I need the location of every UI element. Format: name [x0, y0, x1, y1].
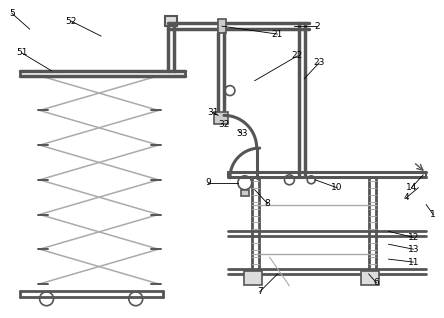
Text: 31: 31 [207, 108, 219, 117]
Text: 9: 9 [205, 178, 211, 187]
Text: 51: 51 [16, 48, 28, 58]
Bar [361, 271, 379, 285]
Text: 13: 13 [408, 245, 419, 254]
Text: 2: 2 [314, 22, 320, 31]
Text: 12: 12 [408, 233, 419, 242]
Bar [166, 16, 178, 26]
Bar [244, 271, 262, 285]
Text: 22: 22 [292, 52, 303, 60]
Text: 21: 21 [272, 30, 283, 38]
Text: 5: 5 [9, 9, 15, 18]
Text: 6: 6 [374, 278, 380, 287]
Text: 7: 7 [257, 287, 262, 296]
Text: 23: 23 [313, 58, 325, 67]
Text: 4: 4 [404, 193, 409, 202]
Bar [214, 112, 228, 124]
Text: 8: 8 [265, 199, 270, 208]
Text: 32: 32 [218, 120, 230, 129]
Text: 1: 1 [430, 210, 436, 219]
Text: 33: 33 [236, 129, 248, 138]
Text: 52: 52 [66, 17, 77, 26]
Text: 10: 10 [331, 183, 343, 192]
Text: 11: 11 [408, 258, 419, 266]
Bar [218, 19, 226, 33]
Text: 14: 14 [406, 183, 417, 192]
Bar [241, 190, 249, 196]
